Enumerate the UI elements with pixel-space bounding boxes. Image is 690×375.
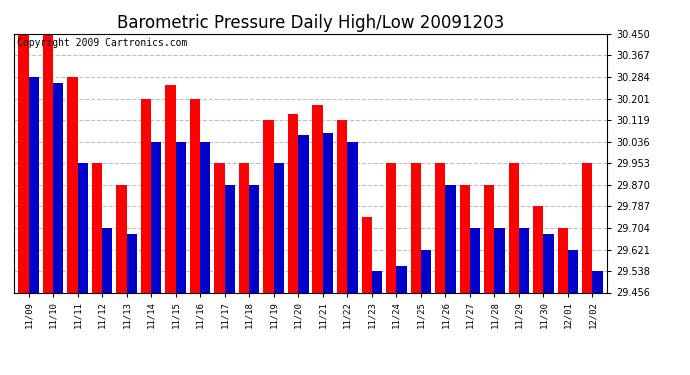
Bar xyxy=(568,249,578,292)
Text: Copyright 2009 Cartronics.com: Copyright 2009 Cartronics.com xyxy=(17,38,187,48)
Bar xyxy=(215,163,225,292)
Bar xyxy=(421,249,431,292)
Bar xyxy=(141,99,151,292)
Bar xyxy=(190,99,200,292)
Bar xyxy=(166,84,176,292)
Bar xyxy=(28,77,39,292)
Bar xyxy=(495,228,504,292)
Bar xyxy=(225,185,235,292)
Bar xyxy=(176,141,186,292)
Bar xyxy=(445,185,455,292)
Bar xyxy=(126,234,137,292)
Bar xyxy=(313,105,323,292)
Bar xyxy=(288,114,298,292)
Bar xyxy=(200,141,210,292)
Bar xyxy=(386,163,396,292)
Bar xyxy=(337,120,347,292)
Bar xyxy=(117,185,126,292)
Bar xyxy=(239,163,249,292)
Bar xyxy=(593,271,603,292)
Bar xyxy=(18,34,28,292)
Bar xyxy=(470,228,480,292)
Title: Barometric Pressure Daily High/Low 20091203: Barometric Pressure Daily High/Low 20091… xyxy=(117,14,504,32)
Bar xyxy=(396,267,406,292)
Bar xyxy=(249,185,259,292)
Bar xyxy=(298,135,308,292)
Bar xyxy=(323,133,333,292)
Bar xyxy=(582,163,593,292)
Bar xyxy=(67,77,77,292)
Bar xyxy=(435,163,445,292)
Bar xyxy=(151,141,161,292)
Bar xyxy=(460,185,470,292)
Bar xyxy=(411,163,421,292)
Bar xyxy=(558,228,568,292)
Bar xyxy=(53,83,63,292)
Bar xyxy=(509,163,519,292)
Bar xyxy=(362,217,372,292)
Bar xyxy=(533,206,544,292)
Bar xyxy=(347,141,357,292)
Bar xyxy=(372,271,382,292)
Bar xyxy=(43,34,53,292)
Bar xyxy=(77,163,88,292)
Bar xyxy=(544,234,554,292)
Bar xyxy=(92,163,102,292)
Bar xyxy=(264,120,274,292)
Bar xyxy=(102,228,112,292)
Bar xyxy=(274,163,284,292)
Bar xyxy=(519,228,529,292)
Bar xyxy=(484,185,495,292)
